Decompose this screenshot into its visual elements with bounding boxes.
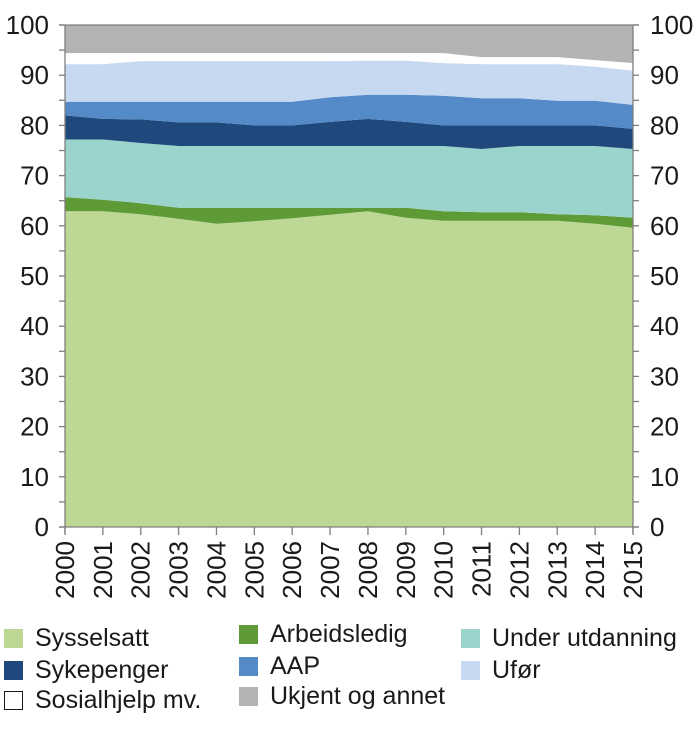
x-tick-label: 2014 <box>580 541 610 599</box>
area-sykepenger <box>65 115 633 149</box>
x-tick-label: 2010 <box>429 541 459 599</box>
legend-item-sosialhjelp: Sosialhjelp mv. <box>4 684 201 716</box>
axes <box>59 24 639 535</box>
legend-swatch-ufor <box>461 660 480 680</box>
legend-swatch-under-utdanning <box>461 628 480 648</box>
y-axis-right-labels: 0 10 20 30 40 50 60 70 80 90 100 <box>650 10 693 542</box>
area-ukjent-og-annet <box>65 25 633 64</box>
x-tick-label: 2002 <box>126 541 156 599</box>
x-tick-label: 2005 <box>239 541 269 599</box>
legend-swatch-arbeidsledig <box>239 624 258 644</box>
legend-label: AAP <box>270 652 321 680</box>
legend-swatch-ukjent-og-annet <box>239 686 258 706</box>
y-tick-label-left: 10 <box>20 462 49 492</box>
y-tick-label-left: 90 <box>20 60 49 90</box>
x-tick-label: 2012 <box>504 541 534 599</box>
y-tick-label-left: 0 <box>35 512 49 542</box>
x-tick-label: 2015 <box>618 541 648 599</box>
area-ufor <box>65 60 633 105</box>
legend-swatch-aap <box>239 656 258 676</box>
x-tick-label: 2003 <box>164 541 194 599</box>
stacked-area-chart: 0 10 20 30 40 50 60 70 80 90 100 0 10 20 30 40 50 60 70 80… <box>6 10 694 599</box>
y-tick-label-right: 50 <box>650 261 679 291</box>
legend-label: Sykepenger <box>35 656 169 684</box>
x-tick-label: 2009 <box>391 541 421 599</box>
legend-label: Sysselsatt <box>35 624 149 652</box>
x-tick-label: 2013 <box>542 541 572 599</box>
legend-item-sysselsatt: Sysselsatt <box>4 622 149 654</box>
y-tick-label-left: 60 <box>20 211 49 241</box>
legend-label: Ukjent og annet <box>270 682 446 710</box>
y-tick-label-right: 40 <box>650 311 679 341</box>
area-sosialhjelp-mv <box>65 53 633 71</box>
y-tick-label-left: 40 <box>20 311 49 341</box>
x-tick-label: 2001 <box>88 541 118 599</box>
legend-label: Arbeidsledig <box>270 620 408 648</box>
x-tick-label: 2011 <box>467 541 497 597</box>
legend-label: Under utdanning <box>492 624 677 652</box>
area-under-utdanning <box>65 139 633 218</box>
y-tick-label-right: 100 <box>650 10 693 40</box>
x-tick-label: 2000 <box>50 541 80 599</box>
y-tick-label-right: 0 <box>650 512 664 542</box>
area-aap <box>65 94 633 129</box>
legend-item-sykepenger: Sykepenger <box>4 654 168 686</box>
y-tick-label-right: 10 <box>650 462 679 492</box>
y-tick-label-right: 30 <box>650 361 679 391</box>
area-sysselsatt <box>65 211 633 527</box>
legend-label: Sosialhjelp mv. <box>35 686 202 714</box>
x-tick-label: 2008 <box>353 541 383 599</box>
legend: Sysselsatt Arbeidsledig Under utdanning … <box>0 620 700 742</box>
area-layers <box>65 25 633 527</box>
legend-label: Ufør <box>492 656 541 684</box>
x-axis-labels: 2000 2001 2002 2003 2004 2005 2006 2007 2008 2009… <box>50 541 648 599</box>
y-axis-left-labels: 0 10 20 30 40 50 60 70 80 90 100 <box>6 10 49 542</box>
legend-item-ufor: Ufør <box>461 654 541 686</box>
y-tick-label-left: 80 <box>20 110 49 140</box>
legend-swatch-sysselsatt <box>4 628 23 648</box>
y-tick-label-right: 90 <box>650 60 679 90</box>
legend-swatch-sykepenger <box>4 660 23 680</box>
y-tick-label-left: 100 <box>6 10 49 40</box>
x-tick-label: 2006 <box>277 541 307 599</box>
x-tick-label: 2004 <box>201 541 231 599</box>
y-tick-label-right: 80 <box>650 110 679 140</box>
legend-item-under-utdanning: Under utdanning <box>461 622 677 654</box>
legend-swatch-sosialhjelp <box>4 690 23 710</box>
legend-item-ukjent-og-annet: Ukjent og annet <box>239 680 445 712</box>
y-tick-label-right: 20 <box>650 412 679 442</box>
y-tick-label-left: 50 <box>20 261 49 291</box>
area-arbeidsledig <box>65 197 633 228</box>
y-tick-label-left: 30 <box>20 361 49 391</box>
legend-item-aap: AAP <box>239 650 320 682</box>
y-tick-label-left: 70 <box>20 161 49 191</box>
legend-item-arbeidsledig: Arbeidsledig <box>239 618 408 650</box>
y-tick-label-right: 60 <box>650 211 679 241</box>
x-tick-label: 2007 <box>315 541 345 599</box>
y-tick-label-left: 20 <box>20 412 49 442</box>
y-tick-label-right: 70 <box>650 161 679 191</box>
